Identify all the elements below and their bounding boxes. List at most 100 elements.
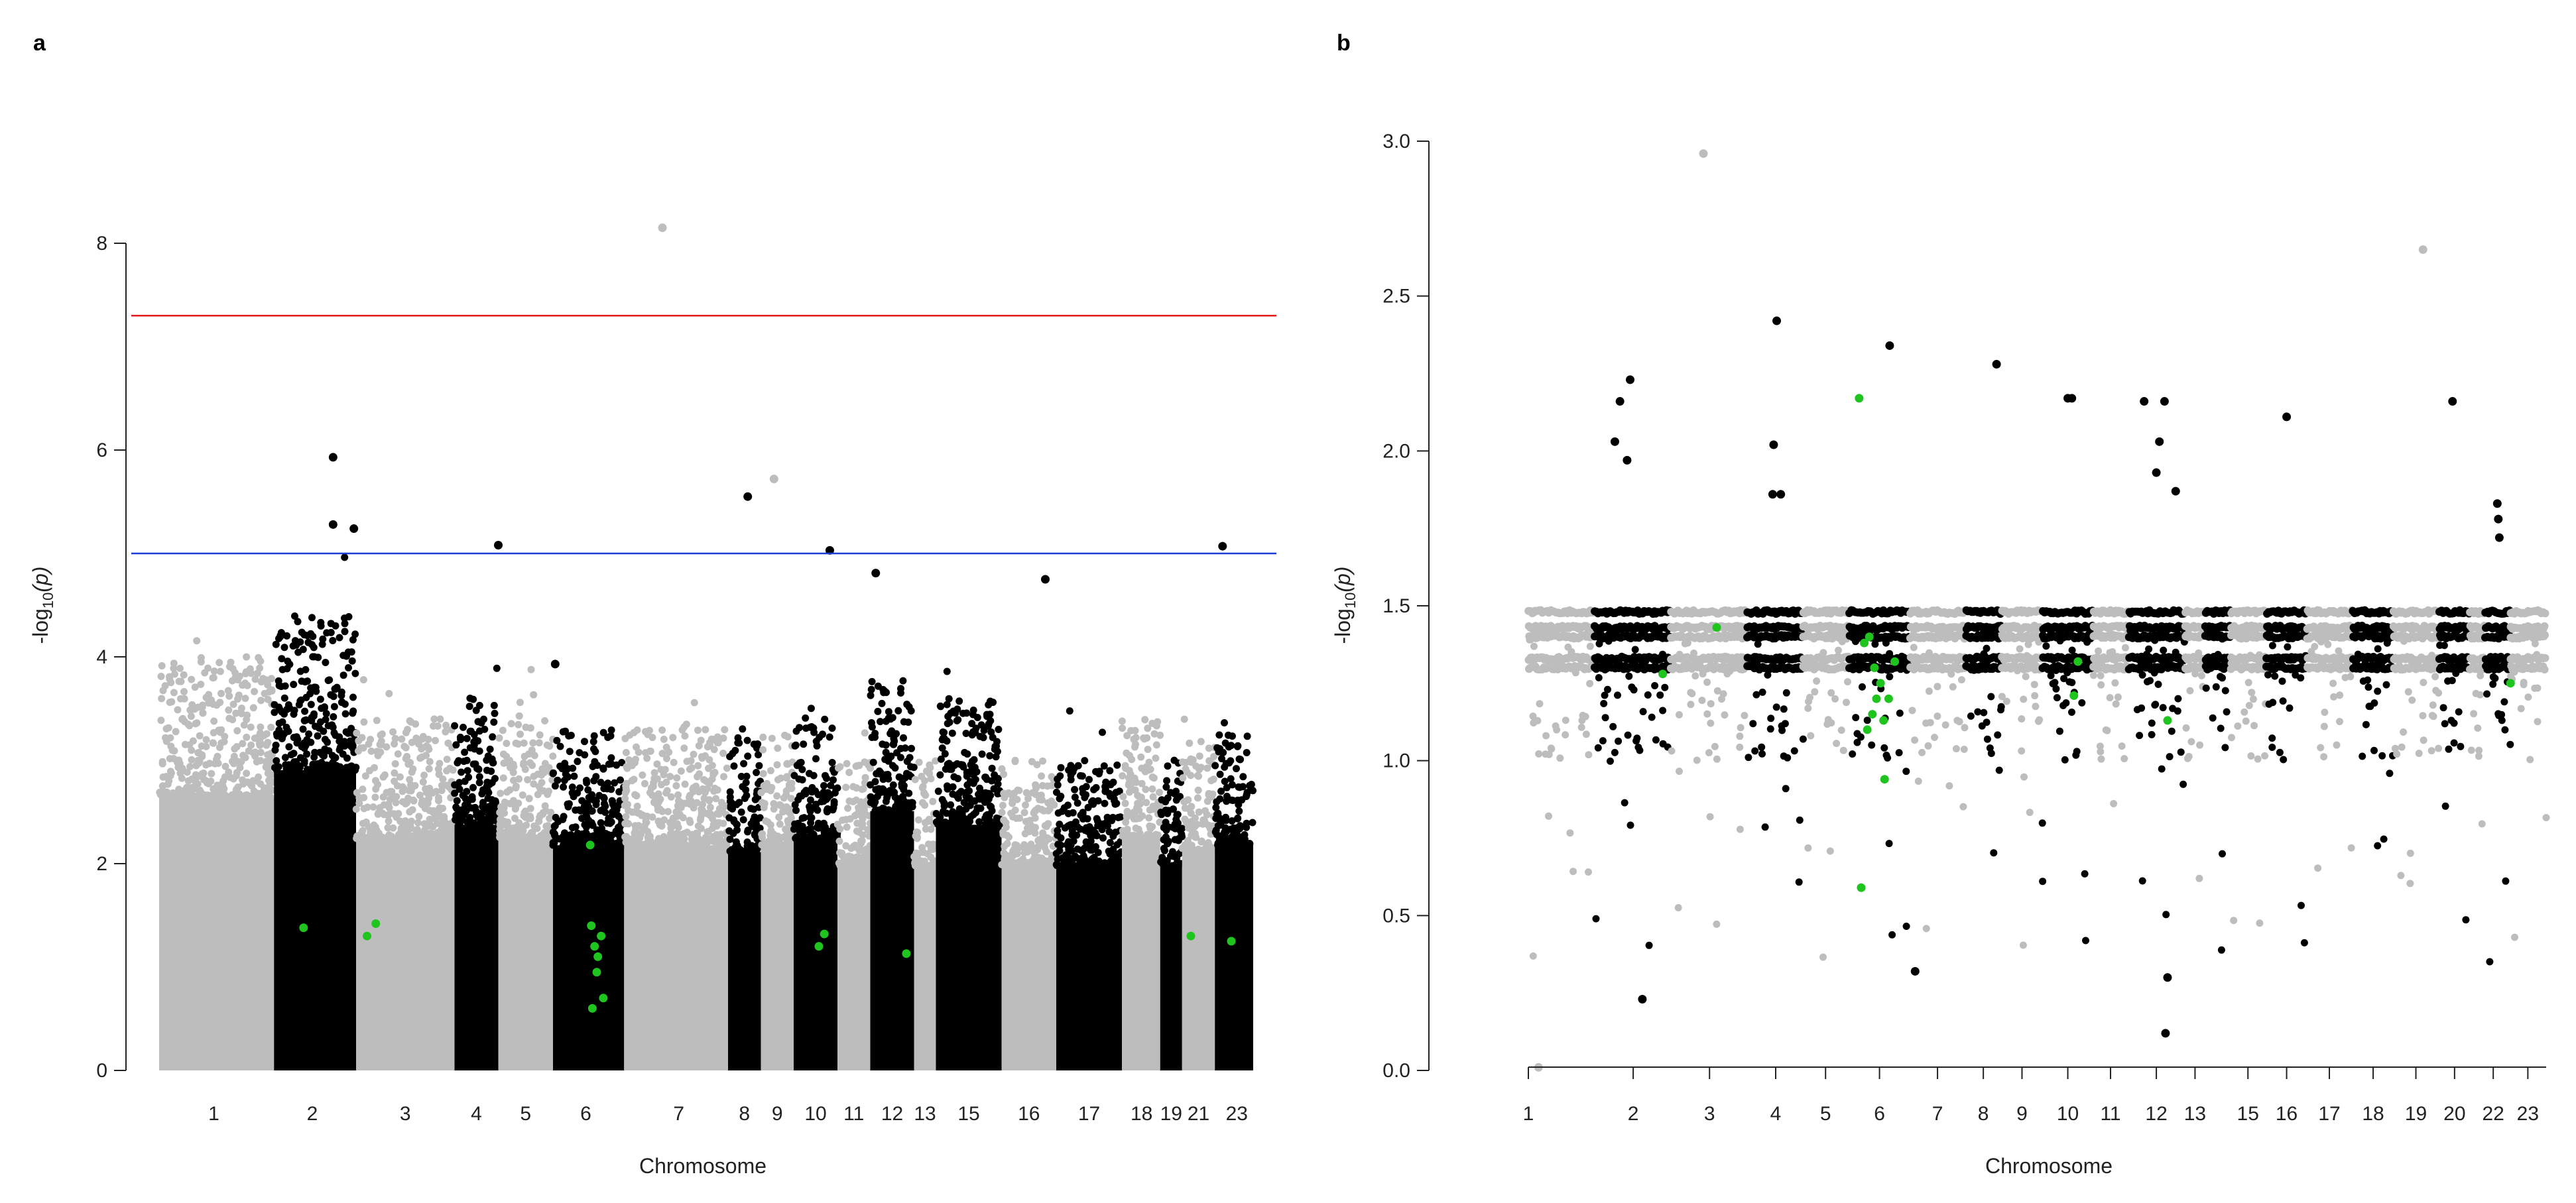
chromosome-11-dense-band	[837, 866, 871, 1070]
snp-point	[1146, 822, 1154, 830]
snp-point	[1150, 730, 1158, 738]
snp-point	[1733, 632, 1741, 640]
snp-point	[599, 838, 607, 846]
snp-point	[1631, 646, 1639, 654]
snp-point	[353, 729, 361, 737]
snp-point	[962, 730, 970, 737]
snp-point	[1196, 752, 1203, 760]
snp-point	[516, 699, 524, 707]
snp-point	[905, 703, 913, 711]
chromosome-21-dense-band	[1182, 852, 1215, 1070]
snp-point	[224, 687, 232, 695]
snp-point	[879, 785, 887, 793]
snp-point	[985, 701, 993, 709]
snp-point	[217, 689, 225, 697]
snp-point	[958, 810, 966, 818]
snp-point	[624, 801, 631, 809]
snp-point	[157, 716, 165, 724]
snp-point	[698, 805, 705, 813]
snp-point	[511, 815, 519, 823]
snp-point	[1152, 754, 1160, 762]
snp-point	[914, 850, 922, 858]
x-tick-label-chr-9: 9	[772, 1103, 783, 1125]
snp-point	[743, 791, 751, 799]
highlighted-snp-point	[299, 923, 308, 933]
snp-point	[570, 772, 578, 780]
snp-point	[1535, 750, 1543, 758]
snp-point	[666, 819, 674, 827]
snp-point	[1152, 741, 1160, 749]
snp-point	[406, 759, 414, 767]
snp-point	[861, 729, 869, 737]
snp-point	[543, 741, 551, 749]
snp-point	[807, 705, 815, 713]
top-hit-point	[658, 223, 667, 233]
snp-point	[694, 834, 702, 842]
snp-point	[509, 824, 517, 832]
snp-point	[1634, 744, 1642, 751]
snp-point	[1054, 831, 1062, 839]
top-hit-point	[349, 524, 359, 534]
snp-point	[158, 758, 166, 766]
snp-point	[1028, 758, 1036, 766]
snp-point	[1142, 785, 1150, 793]
snp-point	[1693, 756, 1701, 764]
snp-point	[452, 803, 460, 811]
snp-point	[1081, 862, 1089, 870]
snp-point	[739, 725, 747, 733]
snp-point	[304, 638, 312, 646]
snp-point	[1790, 747, 1798, 755]
snp-point	[765, 838, 772, 846]
snp-point	[1827, 689, 1835, 697]
snp-point	[871, 777, 879, 785]
snp-point	[786, 809, 794, 817]
snp-point	[1134, 799, 1142, 807]
snp-point	[591, 748, 599, 756]
top-hit-point	[494, 541, 503, 550]
snp-point	[1197, 738, 1205, 746]
snp-point	[527, 665, 535, 673]
snp-point	[1109, 832, 1117, 840]
snp-point	[1032, 824, 1039, 831]
snp-point	[1034, 861, 1042, 869]
snp-point	[802, 724, 810, 732]
snp-point	[1758, 743, 1766, 751]
snp-point	[307, 630, 315, 638]
snp-point	[372, 777, 379, 785]
snp-point	[351, 669, 359, 677]
snp-point	[737, 773, 745, 780]
snp-point	[360, 805, 368, 813]
snp-point	[1137, 753, 1145, 761]
snp-point	[1529, 713, 1537, 720]
snp-point	[1761, 823, 1769, 831]
highlighted-snp-point	[585, 840, 595, 850]
snp-point	[1577, 723, 1585, 731]
snp-point	[1178, 758, 1186, 766]
snp-point	[463, 734, 471, 742]
snp-point	[341, 710, 349, 718]
snp-point	[1100, 762, 1108, 770]
snp-point	[1143, 734, 1151, 742]
snp-point	[681, 732, 689, 740]
snp-point	[208, 791, 215, 799]
top-hit-point	[1041, 575, 1050, 584]
snp-point	[461, 748, 469, 756]
snp-point	[950, 707, 957, 715]
snp-point	[1626, 821, 1634, 829]
snp-point	[1162, 783, 1170, 791]
snp-point	[255, 732, 263, 740]
snp-point	[808, 834, 816, 842]
snp-point	[824, 808, 831, 816]
snp-point	[1562, 731, 1569, 739]
snp-point	[1713, 755, 1721, 763]
snp-point	[489, 733, 497, 741]
snp-point	[271, 746, 279, 754]
snp-point	[611, 779, 619, 787]
chromosome-4-points	[451, 664, 502, 1070]
snp-point	[424, 744, 432, 751]
snp-point	[881, 687, 889, 695]
snp-point	[475, 779, 483, 787]
snp-point	[487, 768, 495, 775]
snp-point	[280, 644, 288, 652]
y-tick-label: 6	[96, 439, 107, 461]
